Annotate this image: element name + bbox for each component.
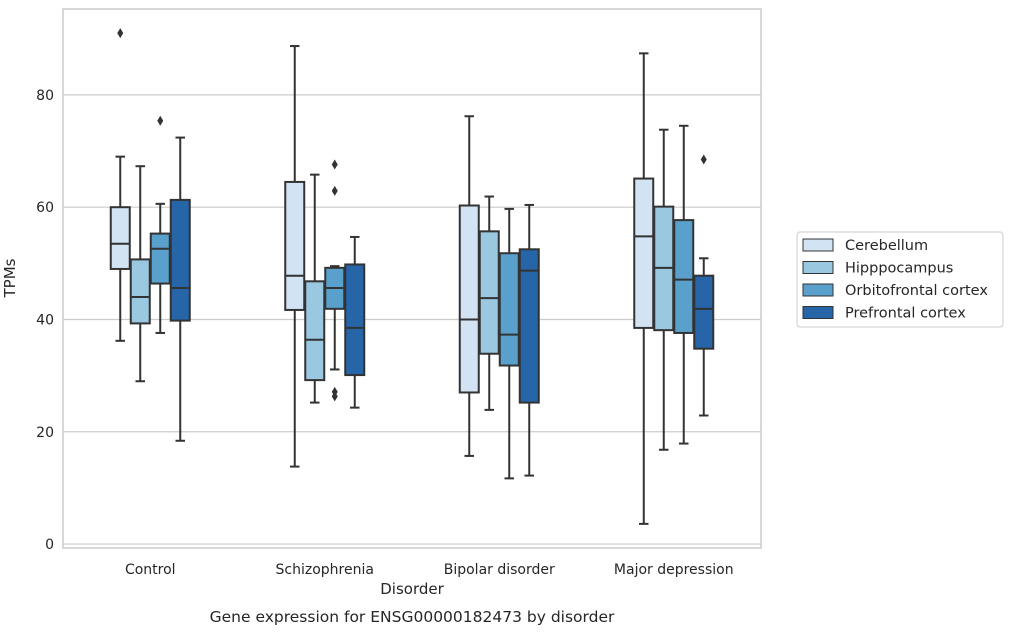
y-tick-labels: 0 20 40 60 80 bbox=[36, 88, 54, 553]
y-tick-label: 60 bbox=[36, 200, 54, 216]
x-tick-label: Control bbox=[125, 562, 176, 578]
box-outlier bbox=[331, 185, 338, 196]
box-series-group bbox=[109, 28, 655, 525]
box-body bbox=[478, 230, 500, 355]
box-body bbox=[344, 263, 366, 377]
box-body bbox=[109, 206, 131, 270]
box-series bbox=[109, 28, 715, 525]
box-outlier bbox=[331, 391, 338, 402]
y-axis-label: TPMs bbox=[1, 258, 19, 298]
legend-label: Prefrontal cortex bbox=[845, 306, 966, 322]
legend-label: Cerebellum bbox=[845, 238, 928, 254]
x-axis-label: Disorder bbox=[380, 580, 444, 598]
box-body bbox=[458, 204, 480, 394]
plot-area bbox=[62, 8, 762, 549]
box-series-group bbox=[129, 128, 675, 451]
legend-swatch bbox=[802, 306, 834, 319]
box-body bbox=[693, 274, 715, 350]
legend-swatch bbox=[802, 261, 834, 274]
chart-caption: Gene expression for ENSG00000182473 by d… bbox=[210, 608, 615, 626]
box-outlier bbox=[157, 115, 164, 126]
box-outlier bbox=[700, 154, 707, 165]
box-body bbox=[633, 177, 655, 329]
y-tick-label: 80 bbox=[36, 88, 54, 104]
box-outlier bbox=[331, 159, 338, 170]
y-tick-label: 40 bbox=[36, 312, 54, 328]
box-series-group bbox=[149, 115, 695, 480]
legend: Cerebellum Hipppocampus Orbitofrontal cort… bbox=[796, 231, 1004, 328]
box-body bbox=[673, 219, 695, 334]
legend-swatch bbox=[802, 238, 834, 252]
box-outlier bbox=[117, 28, 124, 39]
box-body bbox=[498, 252, 520, 367]
y-tick-label: 20 bbox=[36, 425, 54, 441]
box-body bbox=[304, 280, 326, 382]
legend-frame bbox=[796, 231, 1004, 328]
y-tick-label: 0 bbox=[45, 537, 54, 553]
box-series-group bbox=[169, 136, 715, 477]
box-body bbox=[169, 198, 191, 322]
box-body bbox=[284, 180, 306, 311]
x-tick-label: Schizophrenia bbox=[276, 562, 374, 578]
box-body bbox=[518, 248, 540, 404]
box-body bbox=[129, 258, 151, 325]
legend-label: Hipppocampus bbox=[845, 261, 953, 277]
box-body bbox=[149, 232, 171, 285]
x-tick-label: Bipolar disorder bbox=[444, 562, 555, 578]
plot-border bbox=[62, 8, 762, 549]
x-tick-label: Major depression bbox=[614, 562, 734, 578]
x-tick-labels: Control Schizophrenia Bipolar disorder Majo… bbox=[125, 562, 734, 578]
legend-label: Orbitofrontal cortex bbox=[845, 283, 988, 299]
legend-swatch bbox=[802, 283, 834, 297]
